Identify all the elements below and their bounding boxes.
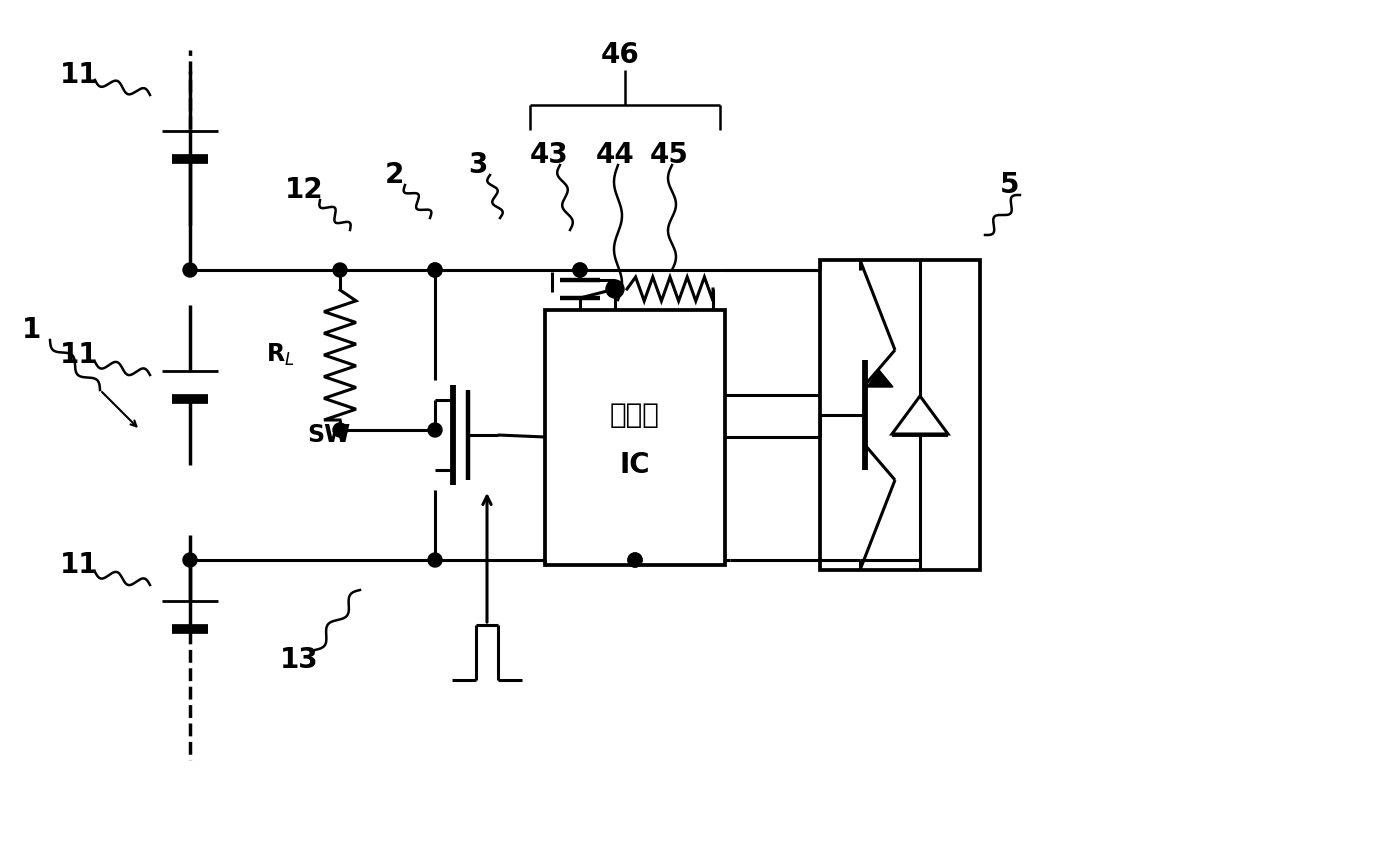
Bar (820, 260, 980, 570)
Text: 1: 1 (22, 316, 41, 344)
Circle shape (183, 263, 196, 277)
Text: 45: 45 (650, 141, 688, 169)
Bar (545, 310, 725, 565)
Text: SW: SW (306, 423, 350, 447)
Text: 44: 44 (596, 141, 635, 169)
Text: 43: 43 (530, 141, 569, 169)
Circle shape (628, 553, 642, 567)
Text: IC: IC (620, 451, 650, 479)
Circle shape (628, 553, 642, 567)
Text: 3: 3 (469, 151, 488, 179)
Circle shape (427, 263, 442, 277)
Circle shape (427, 553, 442, 567)
Text: 46: 46 (600, 41, 639, 69)
Text: 11: 11 (60, 61, 99, 89)
Circle shape (333, 263, 348, 277)
Circle shape (183, 553, 196, 567)
Circle shape (573, 263, 587, 277)
Circle shape (333, 423, 348, 437)
Text: R$_L$: R$_L$ (267, 342, 295, 369)
Polygon shape (892, 396, 948, 434)
Circle shape (606, 280, 624, 298)
Polygon shape (867, 370, 893, 387)
Circle shape (427, 423, 442, 437)
Circle shape (427, 263, 442, 277)
Circle shape (573, 263, 587, 277)
Text: 13: 13 (280, 646, 319, 674)
Text: 11: 11 (60, 551, 99, 579)
Text: 12: 12 (284, 176, 324, 204)
Text: 5: 5 (1000, 171, 1020, 199)
Text: 单触发: 单触发 (610, 401, 660, 429)
Text: 11: 11 (60, 341, 99, 369)
Text: 2: 2 (385, 161, 404, 189)
